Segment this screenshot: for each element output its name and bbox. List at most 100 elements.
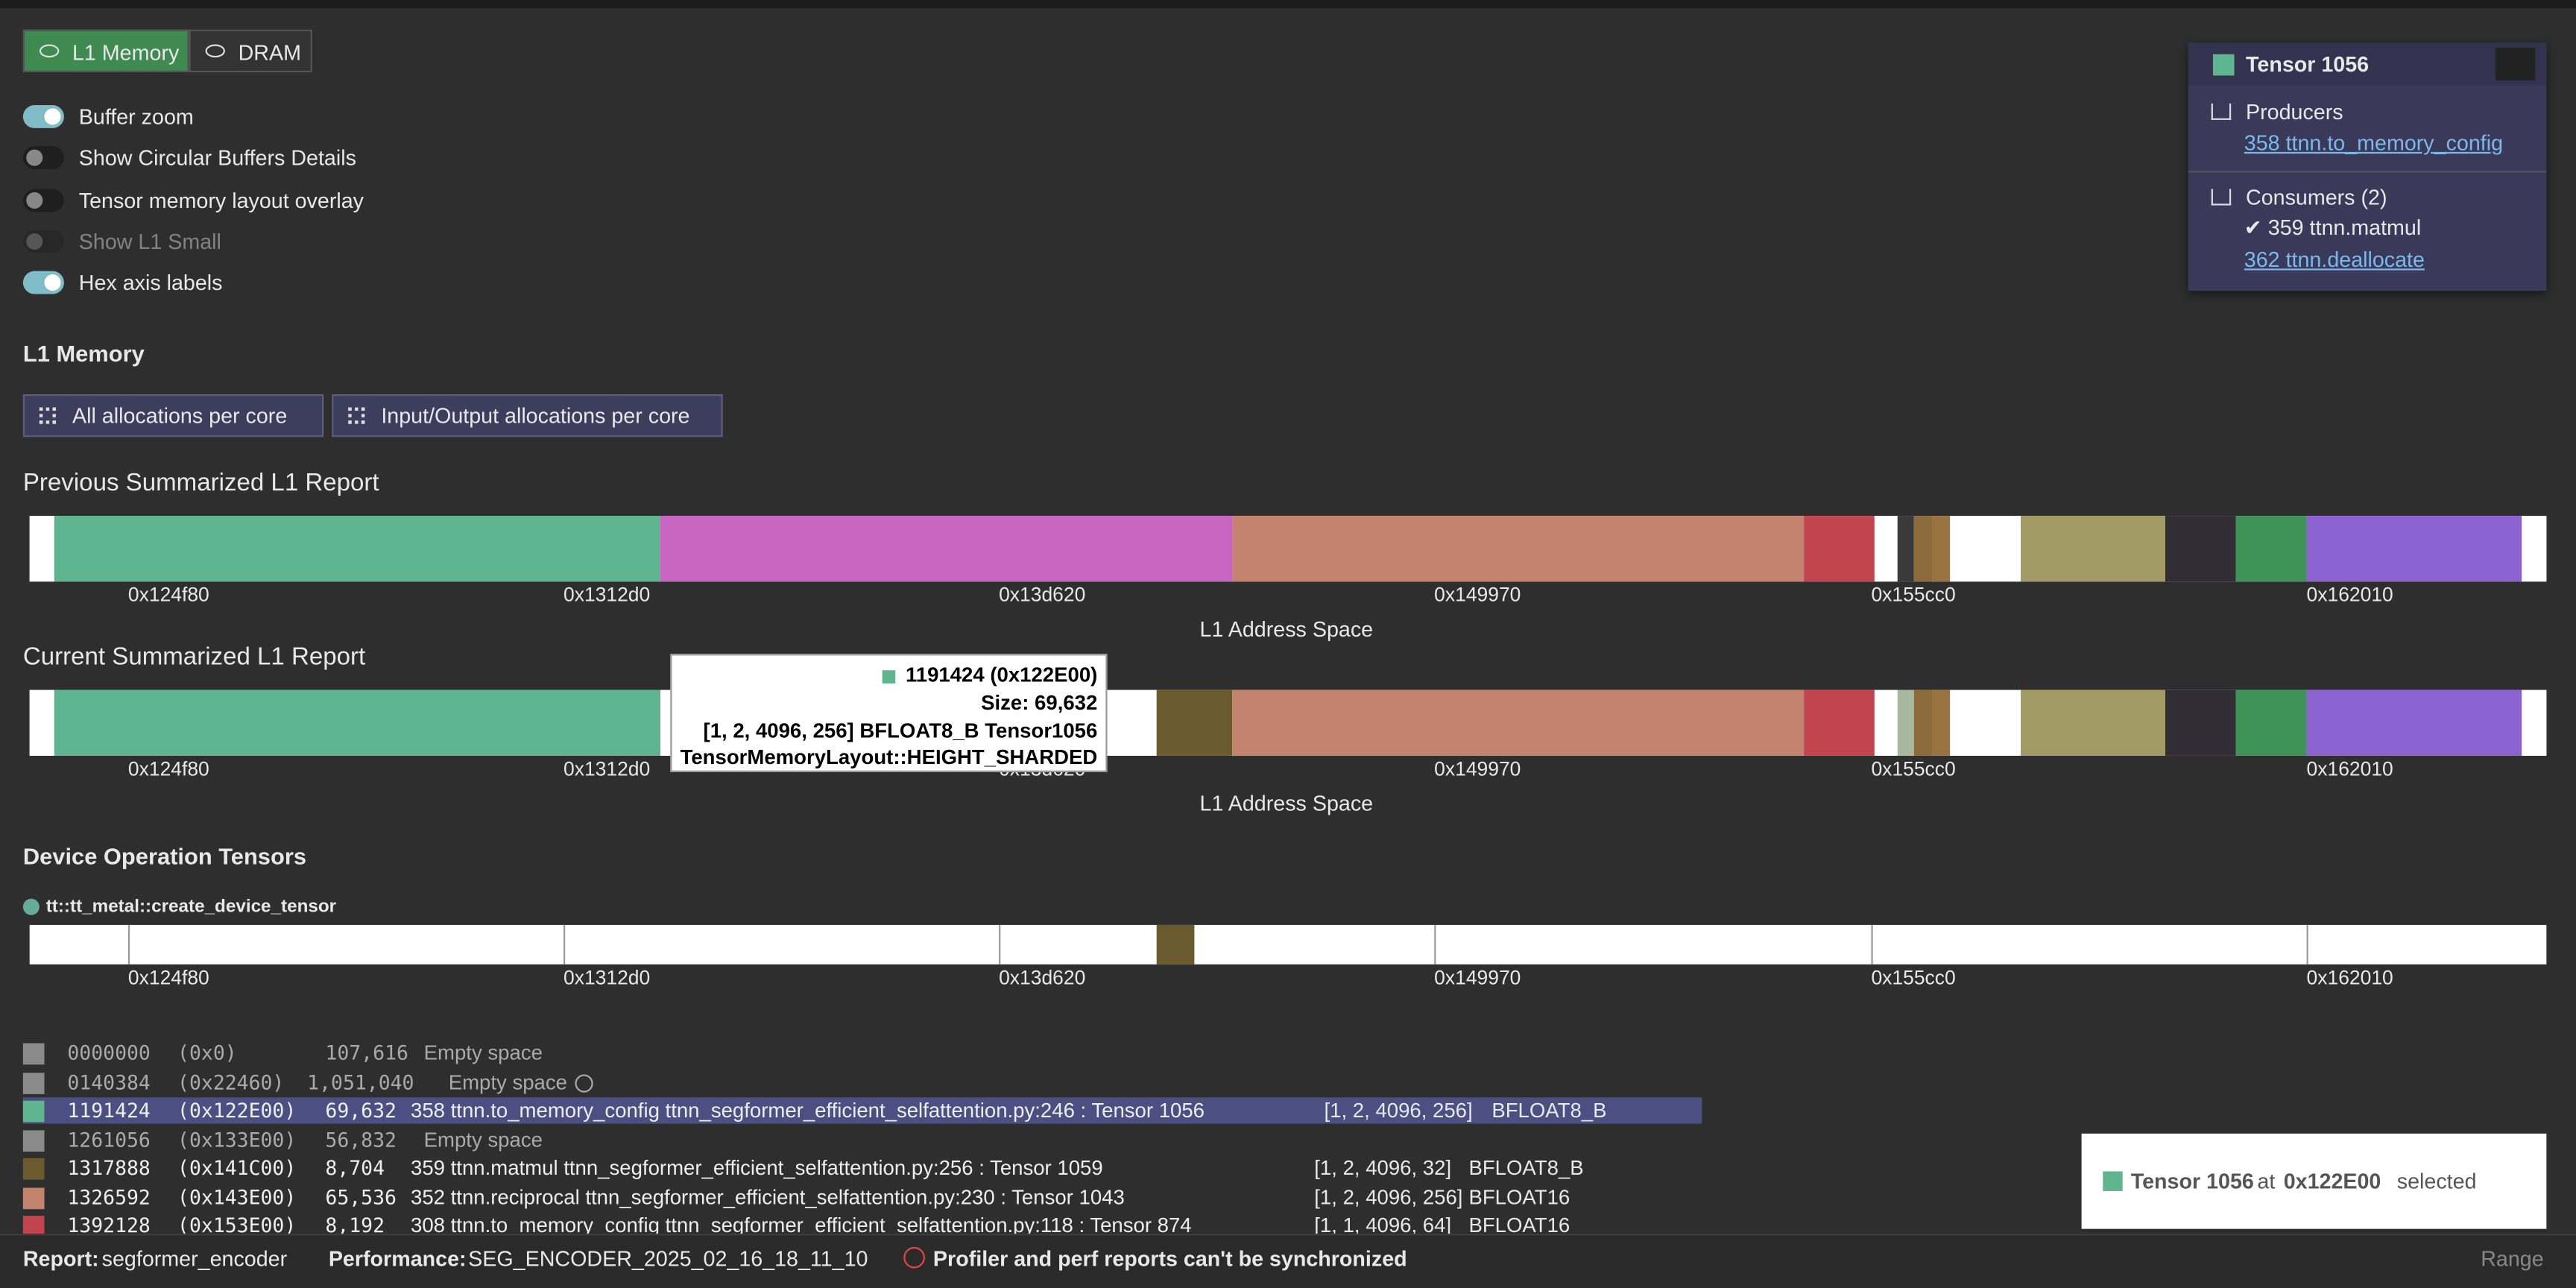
view-toggle-button[interactable]: L1 Memory (22, 29, 189, 72)
description: 352 ttnn.reciprocal ttnn_segformer_effic… (411, 1186, 1125, 1210)
switch[interactable] (22, 105, 64, 128)
hex-address: (0x141C00) (177, 1156, 297, 1180)
row-highlight[interactable] (22, 1097, 1702, 1124)
switch[interactable] (22, 146, 64, 170)
memory-segment[interactable] (1950, 689, 2021, 756)
memory-segment[interactable] (54, 516, 661, 582)
memory-segment[interactable] (1913, 516, 1933, 582)
memory-segment[interactable] (2235, 516, 2307, 582)
memory-segment[interactable] (29, 516, 54, 582)
switch-knob (44, 274, 61, 291)
consumer-link[interactable]: 362 ttnn.deallocate (2244, 247, 2425, 272)
size: 107,616 (325, 1041, 408, 1065)
size: 8,704 (325, 1156, 385, 1180)
toast: Tensor 1056 at 0x122E00 selected (2081, 1133, 2547, 1229)
memory-segment[interactable] (1874, 689, 1898, 756)
producer-link[interactable]: 358 ttnn.to_memory_config (2244, 130, 2504, 156)
memory-segment[interactable] (1897, 689, 1914, 756)
memory-segment[interactable] (1897, 516, 1914, 582)
memory-segment[interactable] (1932, 516, 1951, 582)
description: Empty space (423, 1128, 543, 1152)
memory-segment[interactable] (1232, 516, 1805, 582)
axis-tick-label: 0x155cc0 (1871, 583, 1956, 607)
tooltip-line: [1, 2, 4096, 256] BFLOAT8_B Tensor1056 (703, 719, 1098, 742)
address: 1317888 (67, 1156, 151, 1180)
axis-tick-label: 0x124f80 (127, 583, 209, 607)
memory-segment[interactable] (660, 516, 1233, 582)
axis-tick-label: 0x124f80 (127, 757, 209, 780)
section-title: Device Operation Tensors (22, 842, 306, 869)
switch-label: Show L1 Small (78, 229, 221, 254)
memory-segment[interactable] (2306, 516, 2522, 582)
swatch (22, 1043, 45, 1065)
memory-bar (29, 689, 2547, 756)
memory-segment[interactable] (2522, 516, 2547, 582)
address: 1392128 (67, 1213, 151, 1237)
memory-segment[interactable] (1950, 516, 2021, 582)
memory-segment[interactable] (1874, 516, 1898, 582)
warning-icon (903, 1246, 925, 1269)
memory-segment[interactable] (1932, 689, 1951, 756)
allocation-button[interactable]: All allocations per core (22, 394, 324, 438)
memory-segment[interactable] (1804, 689, 1875, 756)
range-button[interactable]: Range (2481, 1246, 2544, 1271)
memory-segment[interactable] (1804, 516, 1875, 582)
memory-segment[interactable] (54, 689, 661, 756)
collapse-button[interactable] (2496, 47, 2535, 81)
info-icon (575, 1074, 593, 1093)
memory-segment[interactable] (2165, 689, 2236, 756)
icon (39, 44, 60, 58)
axis-label: L1 Address Space (1199, 616, 1374, 642)
dtype: BFLOAT8_B (1468, 1156, 1584, 1180)
toast-tensor: Tensor 1056 (2130, 1169, 2254, 1194)
warning: Profiler and perf reports can't be synch… (932, 1246, 1407, 1271)
toast-address: 0x122E00 (2283, 1169, 2381, 1194)
footer-label: Report: (22, 1246, 99, 1271)
memory-segment[interactable] (2522, 689, 2547, 756)
memory-segment[interactable] (1156, 689, 1233, 756)
axis-tick-label: 0x124f80 (127, 966, 209, 989)
memory-segment[interactable] (2235, 689, 2307, 756)
swatch (22, 1216, 45, 1237)
switch-knob (26, 233, 43, 250)
description: Empty space (423, 1041, 543, 1065)
memory-segment[interactable] (2021, 689, 2166, 756)
icon (2211, 103, 2232, 120)
size: 69,632 (325, 1099, 397, 1123)
switch[interactable] (22, 271, 64, 294)
tensor-panel: Tensor 1056 Producers 358 ttnn.to_memory_c… (2188, 42, 2547, 291)
divider (2188, 171, 2547, 173)
memory-segment[interactable] (1156, 924, 1195, 965)
panel-title: Tensor 1056 (2246, 51, 2370, 77)
memory-segment[interactable] (2021, 516, 2166, 582)
switch-knob (44, 108, 61, 125)
hex-address: (0x143E00) (177, 1186, 297, 1210)
toast-text: at (2257, 1169, 2276, 1194)
switch-label: Tensor memory layout overlay (78, 188, 364, 213)
memory-segment[interactable] (1913, 689, 1933, 756)
dtype: BFLOAT16 (1468, 1186, 1570, 1210)
memory-segment[interactable] (1232, 689, 1805, 756)
description: Empty space (448, 1071, 567, 1094)
shape: [1, 2, 4096, 256] (1324, 1099, 1473, 1123)
view-toggle-button[interactable]: DRAM (189, 29, 312, 72)
swatch (882, 670, 896, 684)
top-bar (0, 0, 2576, 9)
size: 8,192 (325, 1213, 385, 1237)
memory-segment[interactable] (2306, 689, 2522, 756)
memory-segment[interactable] (29, 689, 54, 756)
axis-tick (1434, 924, 1436, 965)
footer (0, 1234, 2576, 1288)
address: 1261056 (67, 1128, 151, 1152)
swatch (22, 1100, 45, 1123)
switch-label: Buffer zoom (78, 104, 194, 130)
hex-address: (0x133E00) (177, 1128, 297, 1152)
dtype: BFLOAT16 (1468, 1213, 1570, 1237)
memory-segment[interactable] (2165, 516, 2236, 582)
allocation-button[interactable]: Input/Output allocations per core (332, 394, 723, 438)
switch[interactable] (22, 189, 64, 212)
view-toggle-label: DRAM (238, 40, 301, 66)
hex-address: (0x22460) (177, 1071, 285, 1094)
